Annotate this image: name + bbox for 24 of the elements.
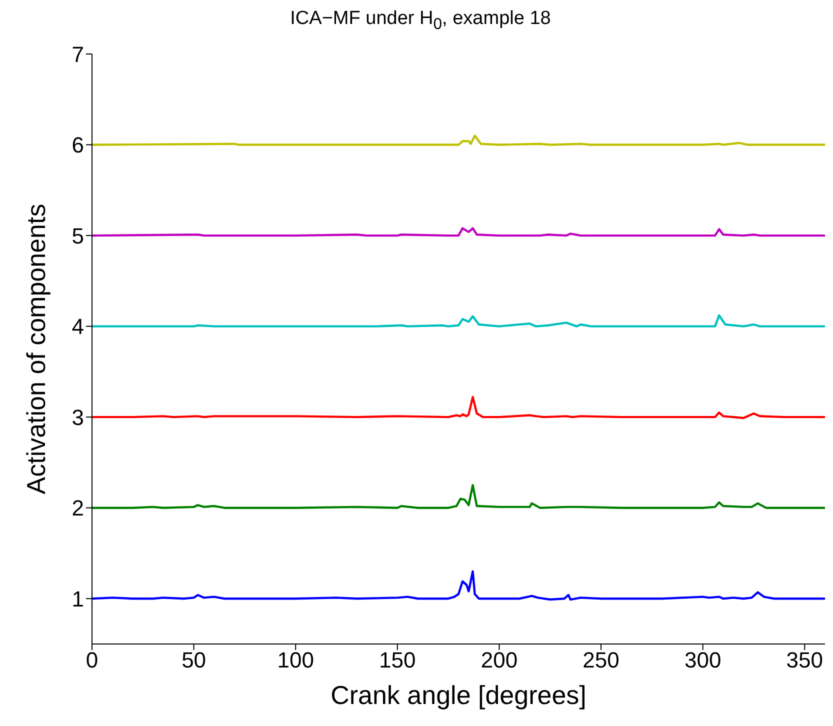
chart-title: ICA−MF under H$_{0}$, example 18	[289, 8, 552, 34]
line-series	[92, 134, 825, 146]
y-tick-label: 5	[72, 223, 84, 248]
y-tick-label: 3	[72, 404, 84, 430]
line-series	[92, 314, 825, 328]
x-tick-label: 0	[86, 648, 98, 673]
x-tick-label: 250	[582, 648, 620, 673]
x-tick-label: 100	[277, 648, 314, 673]
line-series	[92, 570, 825, 601]
x-tick-label: 150	[379, 648, 416, 673]
x-tick-label: 200	[480, 648, 518, 673]
y-tick-label: 6	[72, 132, 84, 158]
y-axis-title: Activation of components	[21, 204, 52, 494]
line-series	[92, 484, 825, 509]
y-tick-label: 1	[72, 586, 84, 612]
x-tick-label: 350	[786, 648, 823, 673]
line-series	[92, 396, 825, 420]
x-tick-label: 300	[684, 648, 722, 673]
line-series	[92, 227, 825, 237]
y-tick-label: 2	[72, 496, 84, 521]
x-axis-title: Crank angle [degrees]	[330, 680, 586, 710]
y-tick-label: 7	[72, 42, 84, 67]
x-tick-label: 50	[182, 648, 206, 673]
y-tick-label: 4	[72, 314, 84, 340]
